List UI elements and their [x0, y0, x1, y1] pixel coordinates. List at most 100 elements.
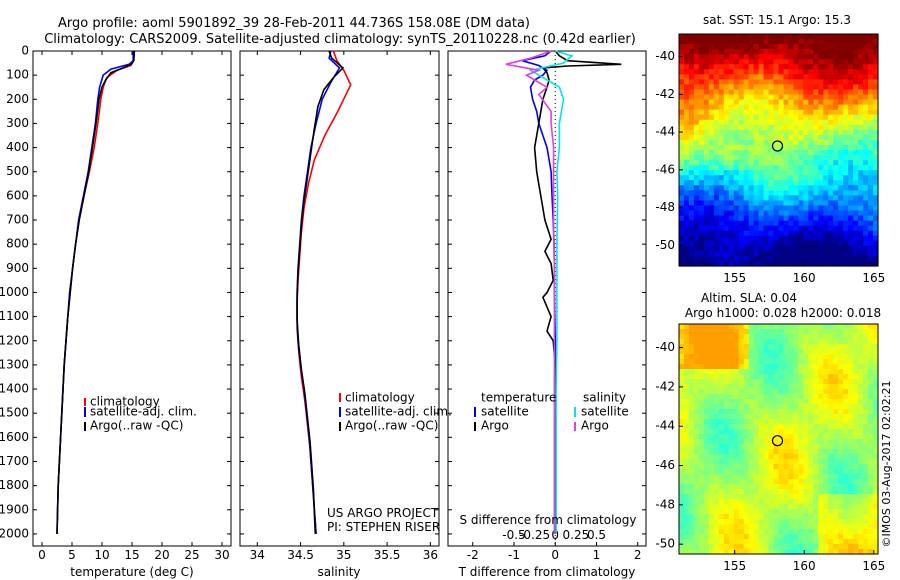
map-cell	[753, 529, 760, 535]
map-cell	[728, 334, 735, 340]
map-cell	[703, 215, 710, 222]
map-cell	[753, 339, 760, 345]
map-cell	[838, 494, 844, 500]
map-cell	[863, 524, 869, 530]
map-cell	[688, 359, 695, 365]
map-cell	[818, 544, 824, 550]
map-cell	[848, 200, 854, 207]
map-cell	[813, 255, 819, 262]
map-cell	[713, 49, 720, 55]
map-cell	[768, 240, 775, 247]
map-cell	[738, 255, 745, 262]
map-cell	[798, 89, 804, 96]
map-cell	[718, 139, 725, 146]
map-cell	[728, 250, 735, 257]
map-cell	[833, 359, 839, 365]
map-cell	[833, 89, 839, 96]
map-cell	[708, 409, 715, 415]
map-cell	[813, 109, 819, 116]
map-cell	[773, 399, 780, 405]
map-cell	[748, 424, 755, 430]
map-cell	[863, 334, 869, 340]
map-cell	[808, 129, 814, 136]
map-cell	[853, 329, 859, 335]
map-cell	[853, 509, 859, 515]
map-cell	[763, 39, 770, 45]
map-cell	[738, 344, 745, 350]
map-cell	[813, 160, 819, 166]
map-cell	[803, 419, 809, 425]
map-cell	[843, 129, 849, 136]
map-cell	[863, 479, 869, 485]
map-cell	[858, 459, 864, 465]
map-cell	[853, 374, 859, 380]
map-cell	[693, 449, 700, 455]
map-cell	[713, 235, 720, 242]
map-cell	[833, 64, 839, 70]
map-cell	[793, 139, 799, 146]
map-cell	[793, 49, 799, 55]
map-cell	[773, 379, 780, 385]
map-cell	[783, 354, 790, 360]
map-cell	[813, 339, 819, 345]
map-cell	[778, 210, 785, 217]
map-cell	[768, 124, 775, 131]
map-cell	[708, 69, 715, 75]
map-cell	[793, 394, 799, 400]
map-cell	[758, 484, 765, 490]
map-cell	[713, 369, 720, 375]
map-cell	[748, 389, 755, 395]
map-cell	[723, 434, 730, 440]
map-cell	[763, 334, 770, 340]
map-cell	[853, 414, 859, 420]
map-cell	[858, 514, 864, 520]
map-cell	[733, 245, 740, 252]
map-cell	[783, 449, 790, 455]
map-cell	[828, 484, 834, 490]
map-cell	[863, 170, 869, 176]
map-cell	[688, 434, 695, 440]
map-cell	[813, 74, 819, 80]
map-cell	[808, 399, 814, 405]
map-cell	[679, 89, 685, 96]
map-cell	[743, 220, 750, 227]
map-cell	[788, 494, 795, 500]
map-cell	[713, 509, 720, 515]
map-cell	[748, 529, 755, 535]
map-cell	[843, 419, 849, 425]
map-cell	[813, 384, 819, 390]
map-cell	[773, 349, 780, 355]
map-cell	[818, 235, 824, 242]
map-cell	[758, 245, 765, 252]
map-cell	[679, 389, 685, 395]
map-cell	[873, 494, 879, 500]
map-cell	[748, 499, 755, 505]
map-cell	[828, 170, 834, 176]
map-cell	[743, 359, 750, 365]
map-cell	[833, 220, 839, 227]
map-cell	[843, 439, 849, 445]
map-cell	[679, 464, 685, 470]
map-cell	[838, 429, 844, 435]
map-cell	[713, 469, 720, 475]
map-cell	[818, 175, 824, 181]
map-cell	[748, 369, 755, 375]
map-cell	[679, 175, 685, 181]
map-cell	[823, 549, 829, 555]
map-cell	[813, 129, 819, 136]
map-cell	[858, 210, 864, 217]
map-cell	[723, 34, 730, 40]
map-cell	[763, 185, 770, 191]
map-cell	[873, 165, 879, 171]
map-cell	[703, 114, 710, 121]
map-cell	[863, 434, 869, 440]
map-cell	[713, 399, 720, 405]
map-cell	[763, 394, 770, 400]
map-cell	[843, 230, 849, 237]
map-cell	[683, 389, 690, 395]
map-cell	[818, 54, 824, 60]
map-cell	[798, 205, 804, 212]
map-cell	[783, 134, 790, 141]
map-cell	[863, 489, 869, 495]
map-cell	[718, 175, 725, 181]
